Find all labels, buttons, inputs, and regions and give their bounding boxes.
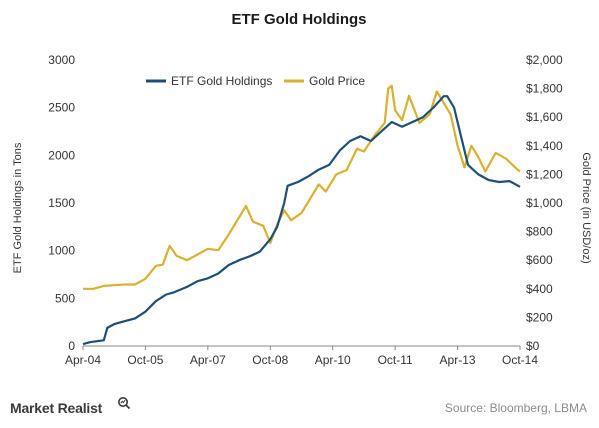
series-line-etf-gold-holdings <box>82 95 521 346</box>
axes: 0 500 1000 1500 2000 2500 3000 $0 $200 $400 $600 $8… <box>48 53 563 367</box>
legend-label-gold: Gold Price <box>309 74 365 88</box>
y2-tick-label: $0 <box>526 339 540 353</box>
y-tick-label: 1500 <box>48 196 75 210</box>
y2-tick-label: $400 <box>526 282 553 296</box>
chart: ETF Gold Holdings ETF Gold Holdings in T… <box>12 11 592 367</box>
y2-tick-label: $2,000 <box>526 53 563 67</box>
chart-title: ETF Gold Holdings <box>232 11 367 28</box>
y2-tick-label: $1,200 <box>526 167 563 181</box>
source-note: Source: Bloomberg, LBMA <box>444 401 587 415</box>
footer: Market Realist Source: Bloomberg, LBMA <box>0 392 599 428</box>
legend-label-etf: ETF Gold Holdings <box>171 74 272 88</box>
series-line-gold-price <box>83 84 521 290</box>
y2-tick-label: $800 <box>526 225 553 239</box>
y-tick-label: 0 <box>68 339 75 353</box>
legend: ETF Gold Holdings Gold Price <box>146 74 365 88</box>
y2-tick-label: $1,400 <box>526 139 563 153</box>
y-tick-label: 2500 <box>48 101 75 115</box>
y-tick-label: 3000 <box>48 53 75 67</box>
y2-tick-label: $1,000 <box>526 196 563 210</box>
y2-axis-label: Gold Price (in USD/oz) <box>580 152 592 263</box>
x-tick-label: Apr-13 <box>440 353 476 367</box>
x-tick-label: Oct-08 <box>252 353 288 367</box>
y-tick-label: 1000 <box>48 244 75 258</box>
y2-tick-label: $1,600 <box>526 110 563 124</box>
x-tick-label: Oct-11 <box>378 353 413 367</box>
x-tick-label: Apr-04 <box>65 353 101 367</box>
y2-tick-label: $1,800 <box>526 82 563 96</box>
x-tick-label: Apr-07 <box>190 353 226 367</box>
y-axis-label: ETF Gold Holdings in Tons <box>12 142 24 273</box>
brand-logo-text: Market Realist <box>10 400 103 416</box>
x-tick-label: Apr-10 <box>315 353 351 367</box>
y2-tick-label: $600 <box>526 253 553 267</box>
y-tick-label: 500 <box>55 291 75 305</box>
y-tick-label: 2000 <box>48 148 75 162</box>
magnifier-icon <box>118 397 131 410</box>
y2-tick-label: $200 <box>526 310 553 324</box>
series-lines <box>82 84 521 346</box>
x-tick-label: Oct-05 <box>127 353 163 367</box>
x-tick-label: Oct-14 <box>502 353 538 367</box>
